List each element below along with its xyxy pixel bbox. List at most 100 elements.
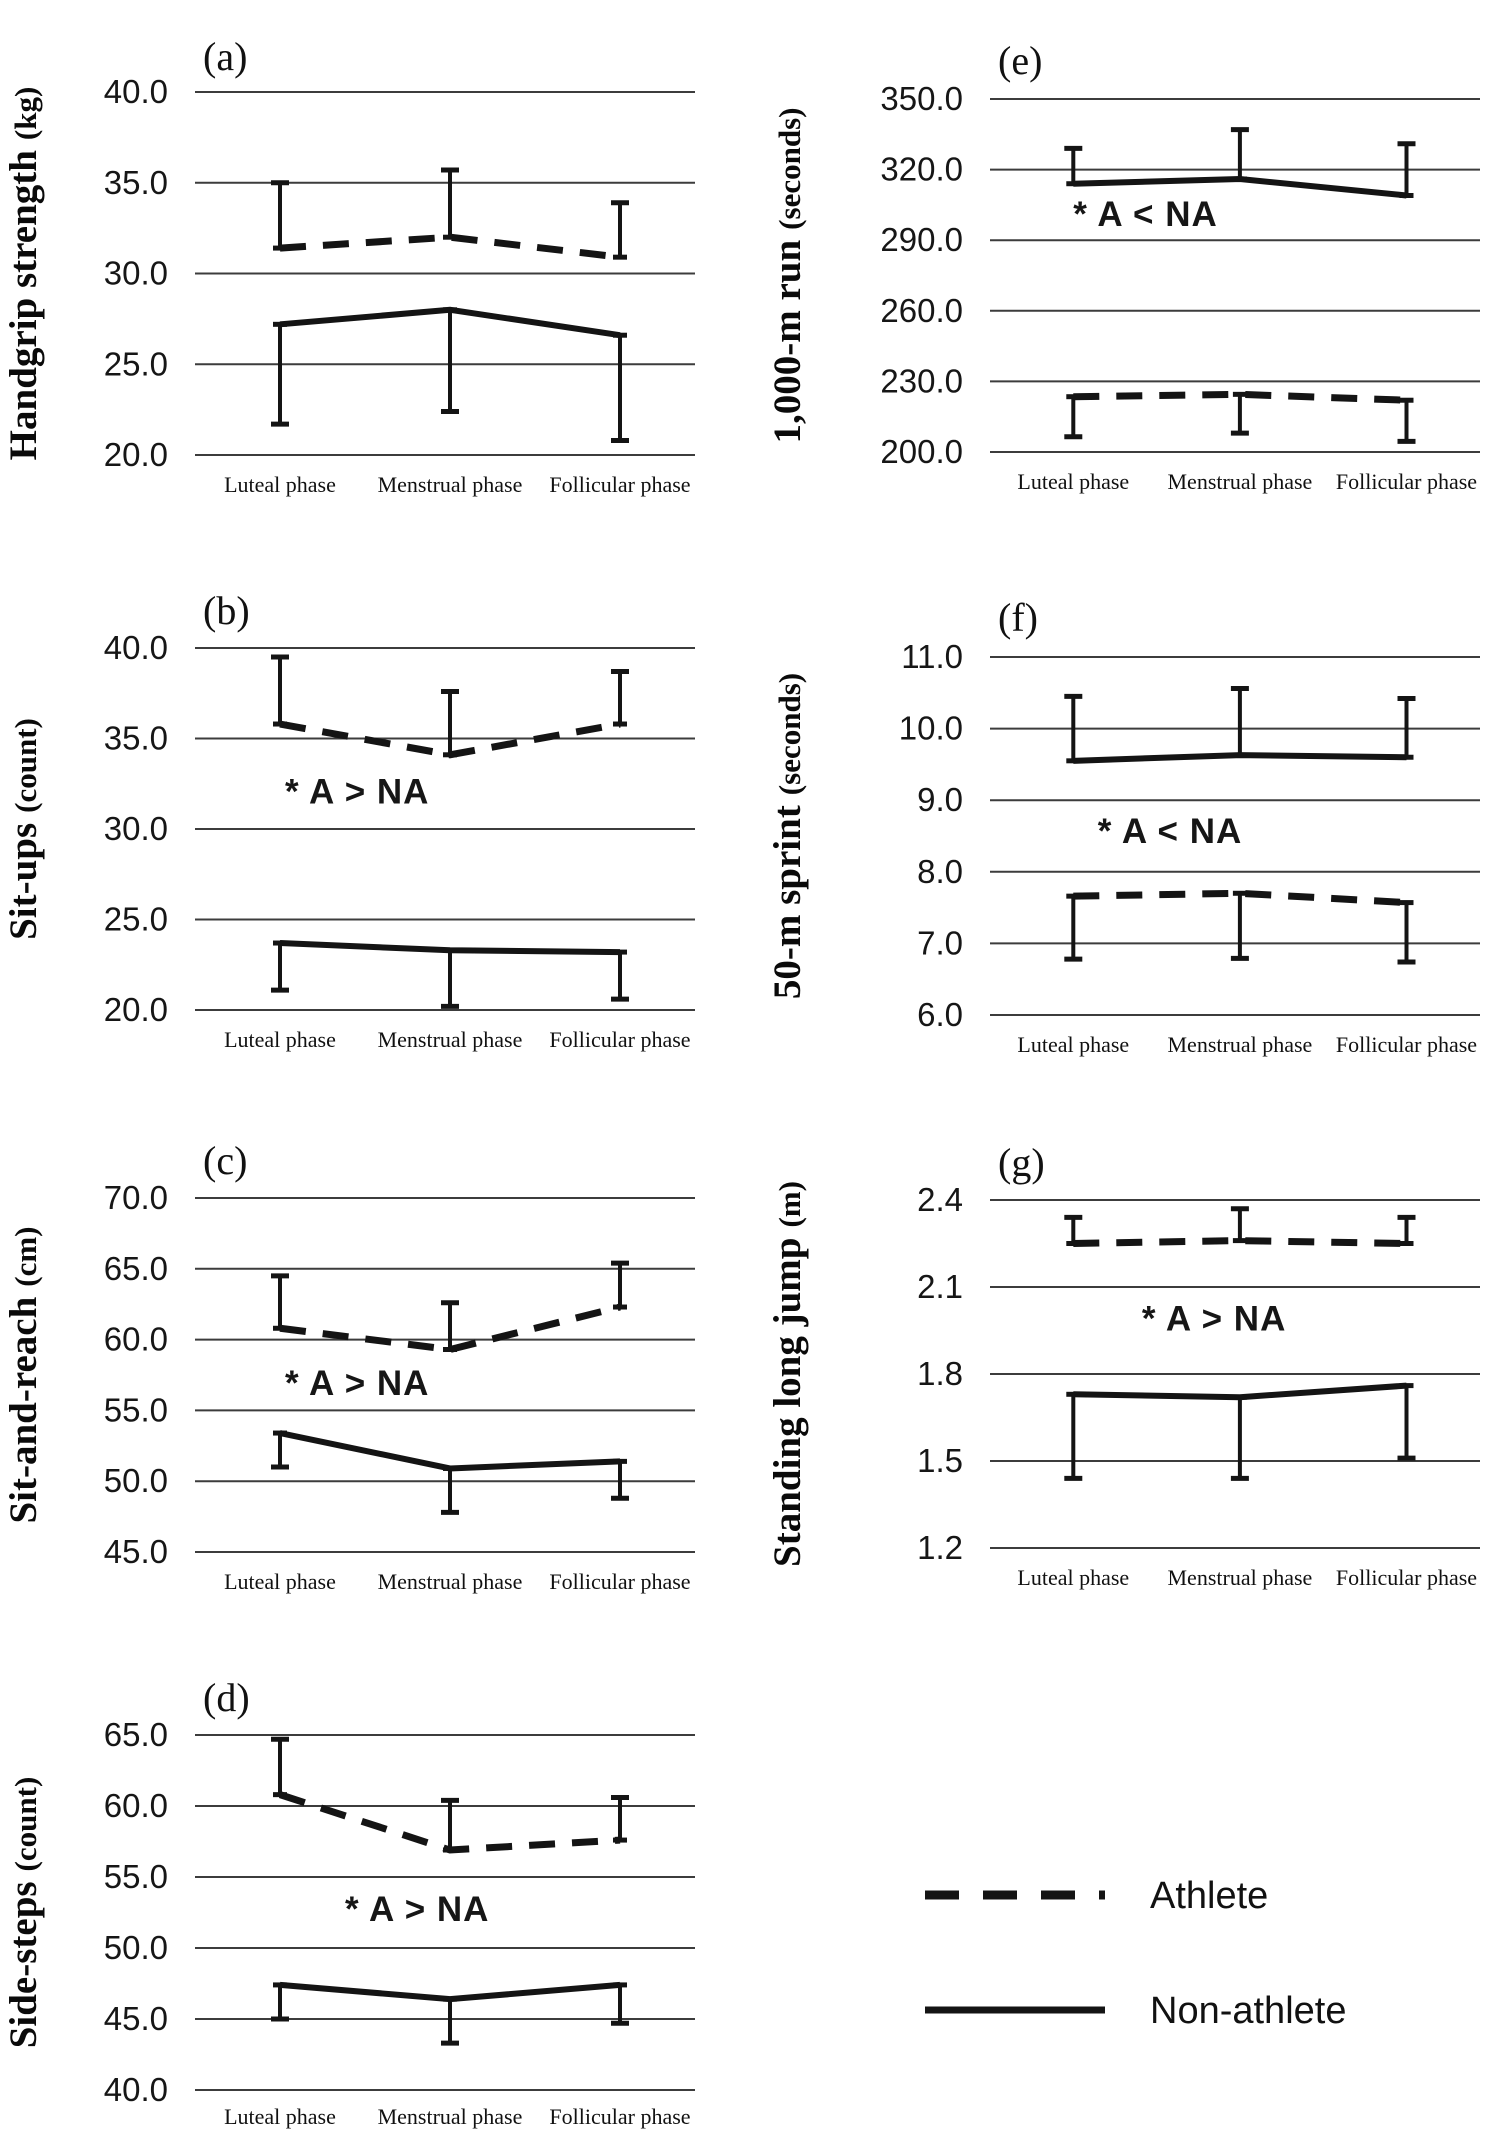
panel-letter: (d) [203, 1675, 250, 1720]
error-bar [271, 654, 289, 727]
legend-item-non-athlete: Non-athlete [925, 1990, 1346, 2032]
x-axis-label: Follicular phase [549, 472, 690, 497]
y-tick-label: 1.8 [917, 1355, 963, 1392]
y-tick-label: 50.0 [104, 1929, 168, 1966]
legend: Athlete Non-athlete [925, 1875, 1346, 2032]
y-axis-title-unit: (seconds) [772, 108, 807, 230]
non-athlete-series-line [279, 1981, 621, 2003]
y-axis-title-main: Handgrip strength [2, 150, 45, 461]
x-axis-label: Menstrual phase [378, 1569, 523, 1594]
error-bar [611, 669, 629, 727]
y-tick-label: 6.0 [917, 996, 963, 1033]
significance-annotation: * A < NA [1098, 812, 1242, 851]
error-bar [271, 1273, 289, 1331]
panel-letter: (f) [998, 595, 1038, 640]
x-axis-label: Luteal phase [224, 1027, 336, 1052]
y-tick-label: 2.4 [917, 1181, 963, 1218]
y-tick-label: 230.0 [880, 362, 963, 399]
x-axis-label: Menstrual phase [1168, 469, 1313, 494]
legend-athlete-label: Athlete [1150, 1875, 1268, 1917]
error-bar [611, 1794, 629, 1843]
error-bar [271, 940, 289, 993]
error-bar [1064, 1391, 1083, 1481]
y-tick-label: 1.5 [917, 1442, 963, 1479]
error-bar [441, 167, 459, 240]
x-axis-label: Follicular phase [1336, 1565, 1477, 1590]
panel-letter: (g) [998, 1140, 1045, 1185]
significance-annotation: * A > NA [345, 1890, 489, 1929]
x-axis-label: Follicular phase [549, 1569, 690, 1594]
significance-annotation: * A > NA [1142, 1300, 1286, 1339]
athlete-series-line [278, 1791, 621, 1854]
x-axis-label: Follicular phase [549, 1027, 690, 1052]
athlete-series-line [1073, 889, 1407, 907]
error-bar [271, 1430, 289, 1470]
x-axis-label: Menstrual phase [1168, 1565, 1313, 1590]
error-bar [441, 1465, 459, 1515]
x-axis-label: Luteal phase [1017, 1565, 1129, 1590]
error-bar [1064, 394, 1083, 440]
y-tick-label: 200.0 [880, 433, 963, 470]
y-tick-label: 65.0 [104, 1716, 168, 1753]
athlete-series-line [1073, 390, 1407, 404]
y-axis-title-unit: (kg) [8, 87, 43, 140]
y-tick-label: 9.0 [917, 781, 963, 818]
y-axis-title-unit: (seconds) [772, 673, 807, 795]
y-tick-label: 45.0 [104, 1533, 168, 1570]
panel-letter: (e) [998, 38, 1042, 83]
y-tick-label: 350.0 [880, 80, 963, 117]
y-axis-title-main: Sit-ups [2, 823, 45, 940]
y-tick-label: 30.0 [104, 255, 168, 292]
y-tick-label: 260.0 [880, 292, 963, 329]
error-bar [1397, 397, 1416, 444]
legend-non-athlete-label: Non-athlete [1150, 1990, 1346, 2032]
panel-a: 40.0 35.0 30.0 25.0 20.0 (a) Handgrip strength… [2, 34, 695, 497]
non-athlete-series-line [1073, 752, 1407, 764]
athlete-series-line [279, 1303, 621, 1354]
y-tick-label: 11.0 [901, 638, 963, 675]
error-bar [611, 1458, 629, 1501]
x-axis-label: Luteal phase [1017, 1032, 1129, 1057]
y-tick-label: 10.0 [899, 710, 963, 747]
error-bar [441, 307, 459, 414]
y-axis-title: Sit-ups (count) [2, 718, 45, 940]
error-bar [1230, 127, 1249, 182]
x-axis-label: Menstrual phase [378, 1027, 523, 1052]
y-tick-label: 2.1 [917, 1268, 963, 1305]
error-bar [1064, 893, 1083, 962]
y-axis-title: Handgrip strength (kg) [2, 87, 45, 461]
y-tick-label: 40.0 [104, 2071, 168, 2108]
x-axis-label: Luteal phase [224, 472, 336, 497]
y-tick-label: 7.0 [917, 924, 963, 961]
non-athlete-series-line [279, 1430, 621, 1472]
x-axis-label: Menstrual phase [1168, 1032, 1313, 1057]
y-axis-title-main: Standing long jump [766, 1238, 809, 1567]
error-bar [1064, 1214, 1083, 1246]
y-tick-label: 320.0 [880, 151, 963, 188]
y-axis-title-main: 1,000-m run [766, 240, 809, 444]
panel-e: 350.0 320.0 290.0 260.0 230.0 200.0 (e) 1,000-m… [766, 38, 1480, 494]
panel-g: 2.4 2.1 1.8 1.5 1.2 (g) Standing long jump (m) L… [766, 1140, 1480, 1590]
error-bar [1397, 1383, 1416, 1461]
x-axis-label: Luteal phase [224, 1569, 336, 1594]
y-tick-label: 20.0 [104, 991, 168, 1028]
significance-annotation: * A < NA [1073, 195, 1217, 234]
y-axis-title-unit: (count) [8, 1777, 43, 1872]
y-tick-label: 20.0 [104, 436, 168, 473]
athlete-series-line [279, 233, 621, 261]
error-bar [611, 1982, 629, 2026]
panel-b: 40.0 35.0 30.0 25.0 20.0 (b) Sit-ups (count) Lut… [2, 588, 695, 1052]
y-tick-label: 55.0 [104, 1391, 168, 1428]
error-bar [1230, 1206, 1249, 1244]
y-axis-title-main: 50-m sprint [766, 805, 809, 999]
panel-letter: (b) [203, 588, 250, 633]
athlete-series-line [1073, 1237, 1407, 1247]
error-bar [271, 1982, 289, 2022]
y-tick-label: 60.0 [104, 1787, 168, 1824]
non-athlete-series-line [279, 306, 621, 339]
panel-f: 11.0 10.0 9.0 8.0 7.0 6.0 (f) 50-m sprint (secon… [766, 595, 1480, 1057]
x-axis-label: Luteal phase [1017, 469, 1129, 494]
error-bar [441, 688, 459, 758]
